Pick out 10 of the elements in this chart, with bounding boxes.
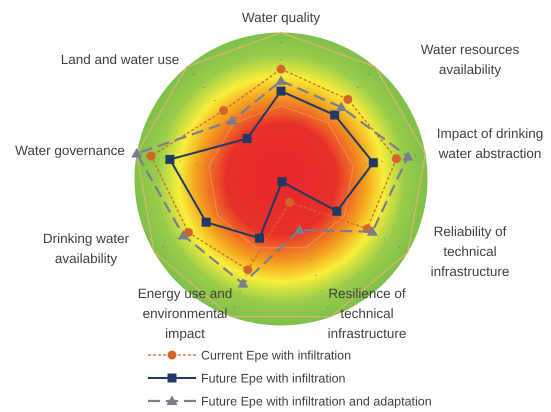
spoke-label: Drinking water availability — [42, 231, 130, 266]
spoke-label: Water resources availability — [420, 42, 520, 77]
legend-label: Current Epe with infiltration — [201, 348, 352, 362]
spoke-label: Water quality — [242, 10, 320, 25]
legend-label: Future Epe with infiltration — [201, 372, 346, 386]
spoke-label: Impact of drinking water abstraction — [436, 126, 544, 161]
legend-label: Future Epe with infiltration and adaptation — [201, 394, 432, 408]
spoke-label: Land and water use — [60, 52, 180, 67]
spoke-label: Reliability of technical infrastructure — [430, 224, 510, 279]
spoke-label: Water governance — [15, 143, 125, 158]
